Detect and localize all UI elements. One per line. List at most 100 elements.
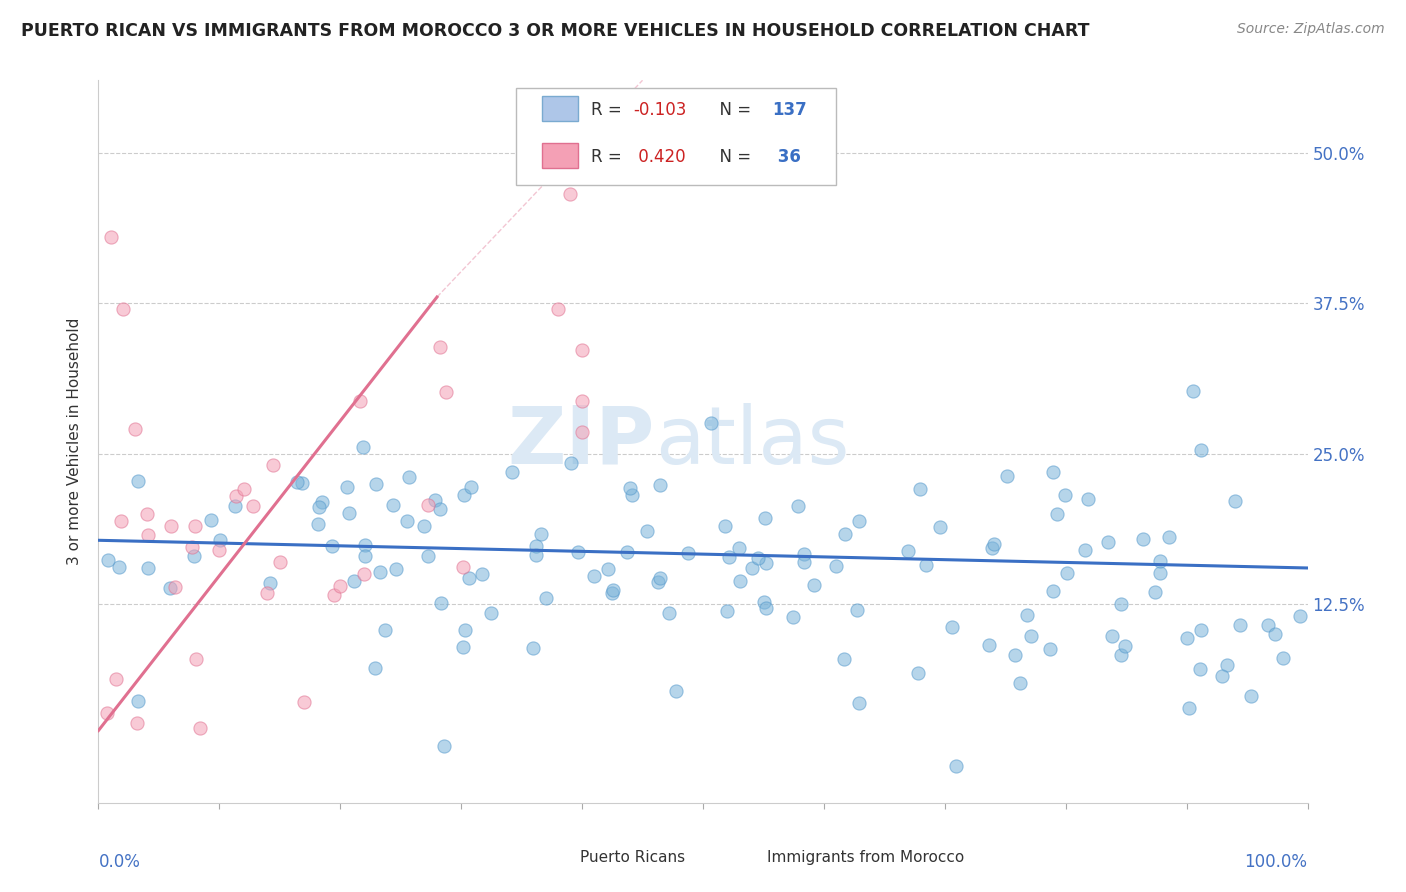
Point <box>259 575 281 590</box>
Point <box>291 476 314 491</box>
Point <box>678 546 700 560</box>
Point <box>183 549 205 563</box>
Point <box>600 585 623 599</box>
Point <box>571 394 593 409</box>
Point <box>560 456 582 470</box>
Point <box>454 623 477 637</box>
Point <box>256 586 278 600</box>
Point <box>184 652 207 666</box>
Point <box>1257 617 1279 632</box>
Point <box>1074 542 1097 557</box>
Point <box>180 541 202 555</box>
Point <box>159 581 181 595</box>
Point <box>479 606 502 620</box>
Point <box>285 475 308 489</box>
Point <box>364 477 387 491</box>
Point <box>714 518 737 533</box>
Point <box>786 500 808 514</box>
Point <box>395 514 418 528</box>
Point <box>730 574 752 588</box>
Point <box>451 559 474 574</box>
Point <box>914 558 936 572</box>
Point <box>560 186 582 201</box>
FancyBboxPatch shape <box>516 87 837 185</box>
Point <box>188 721 211 735</box>
Point <box>755 600 778 615</box>
Point <box>127 694 149 708</box>
FancyBboxPatch shape <box>543 96 578 120</box>
Point <box>1211 669 1233 683</box>
Y-axis label: 3 or more Vehicles in Household: 3 or more Vehicles in Household <box>67 318 83 566</box>
Point <box>700 416 723 430</box>
Point <box>429 340 451 354</box>
Point <box>135 507 157 521</box>
Text: 137: 137 <box>772 101 807 119</box>
Point <box>453 488 475 502</box>
Point <box>1053 488 1076 502</box>
Point <box>104 672 127 686</box>
Point <box>1097 534 1119 549</box>
Point <box>1109 597 1132 611</box>
Point <box>522 640 544 655</box>
Point <box>648 478 671 492</box>
Point <box>460 480 482 494</box>
Point <box>329 579 352 593</box>
Point <box>1042 584 1064 599</box>
Point <box>138 528 160 542</box>
Text: 0.420: 0.420 <box>633 148 686 166</box>
Point <box>354 549 377 563</box>
Point <box>453 640 475 655</box>
Point <box>292 695 315 709</box>
Point <box>457 571 479 585</box>
Text: 0.0%: 0.0% <box>98 854 141 871</box>
Point <box>834 526 856 541</box>
Point <box>596 562 619 576</box>
Point <box>571 425 593 439</box>
Point <box>1042 465 1064 479</box>
Point <box>793 547 815 561</box>
Point <box>727 541 749 555</box>
Point <box>571 343 593 358</box>
Point <box>1114 639 1136 653</box>
Point <box>307 516 329 531</box>
FancyBboxPatch shape <box>543 143 578 168</box>
Point <box>658 606 681 620</box>
Point <box>136 561 159 575</box>
Point <box>385 562 408 576</box>
Point <box>755 556 778 570</box>
Text: atlas: atlas <box>655 402 849 481</box>
Point <box>583 569 606 583</box>
Text: PUERTO RICAN VS IMMIGRANTS FROM MOROCCO 3 OR MORE VEHICLES IN HOUSEHOLD CORRELAT: PUERTO RICAN VS IMMIGRANTS FROM MOROCCO … <box>21 22 1090 40</box>
Point <box>343 574 366 588</box>
Point <box>567 545 589 559</box>
Point <box>124 423 146 437</box>
Point <box>433 739 456 753</box>
Text: N =: N = <box>709 101 756 119</box>
Text: N =: N = <box>709 148 756 166</box>
Point <box>96 553 118 567</box>
Point <box>752 595 775 609</box>
Point <box>208 533 231 548</box>
Text: Source: ZipAtlas.com: Source: ZipAtlas.com <box>1237 22 1385 37</box>
Point <box>1149 554 1171 568</box>
Point <box>945 758 967 772</box>
Point <box>717 549 740 564</box>
Point <box>352 440 374 454</box>
Point <box>412 518 434 533</box>
Point <box>354 538 377 552</box>
Point <box>741 561 763 575</box>
Point <box>803 577 825 591</box>
Point <box>311 495 333 509</box>
Point <box>336 480 359 494</box>
Point <box>349 394 371 409</box>
Point <box>501 466 523 480</box>
Point <box>832 652 855 666</box>
Point <box>1132 533 1154 547</box>
Point <box>621 488 644 502</box>
Point <box>941 620 963 634</box>
Point <box>754 511 776 525</box>
Point <box>1188 662 1211 676</box>
Point <box>1272 651 1295 665</box>
Point <box>269 555 291 569</box>
Point <box>648 571 671 585</box>
